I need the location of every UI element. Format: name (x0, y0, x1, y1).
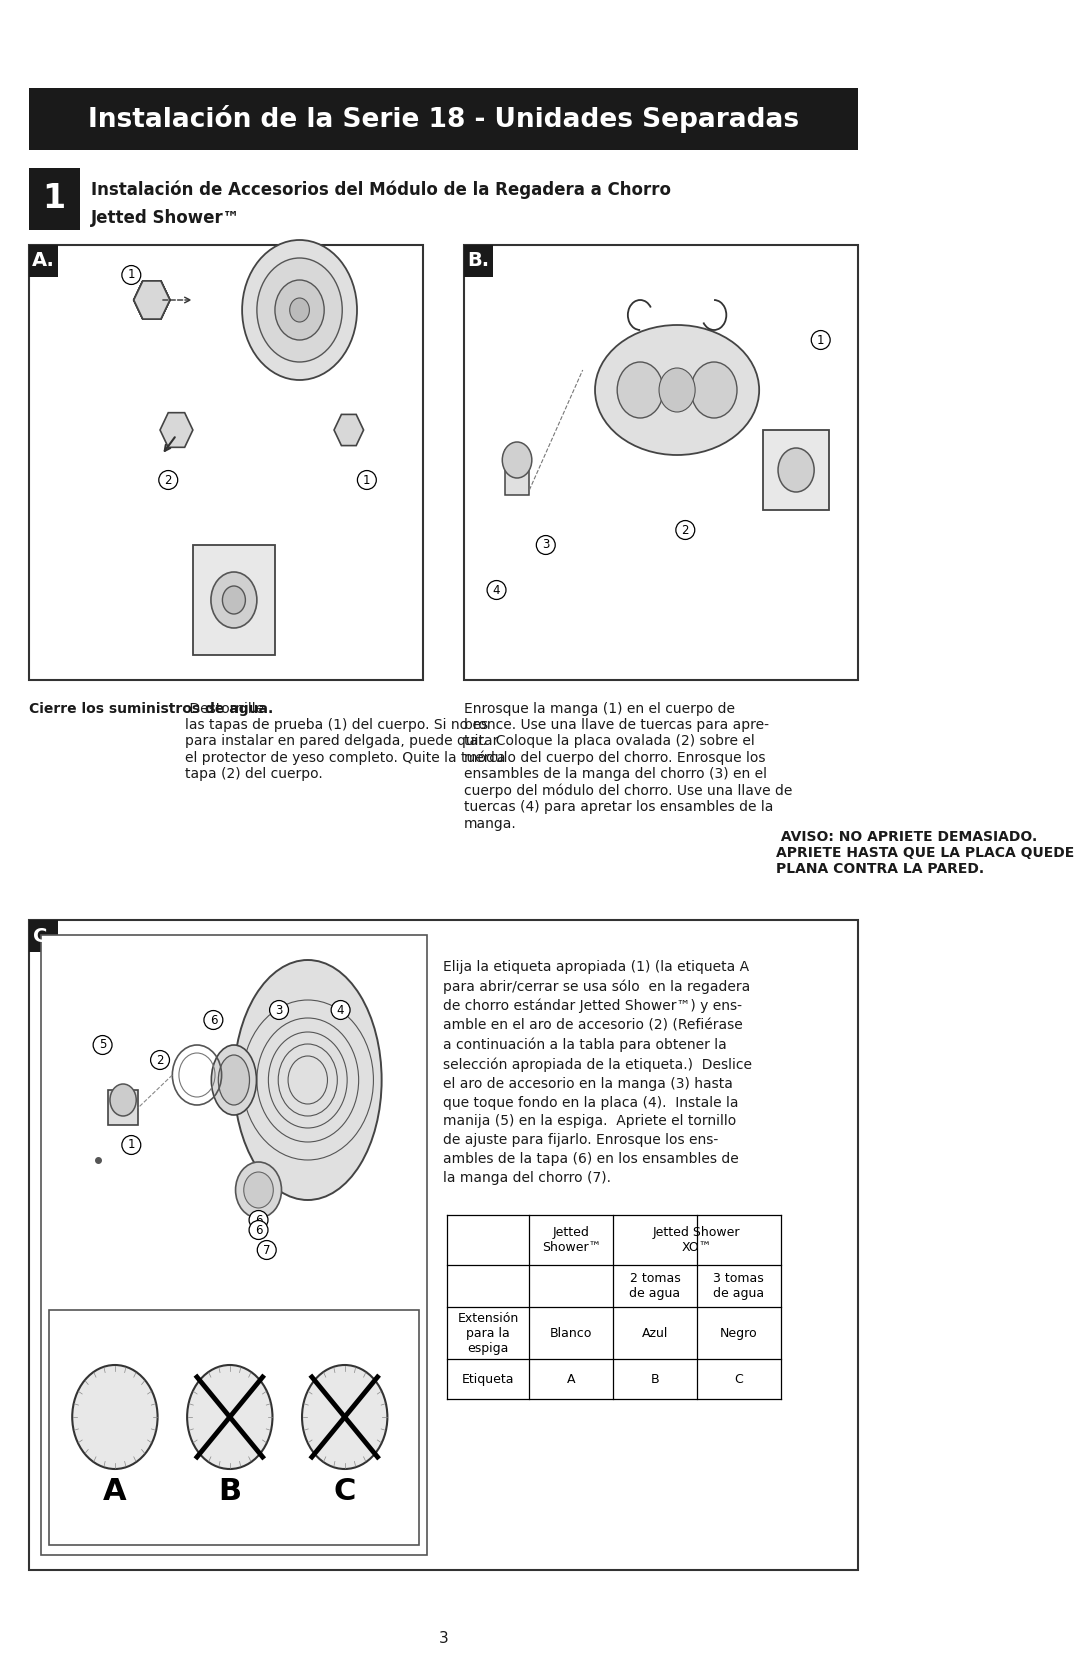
Bar (29, 88, 858, 150)
Text: 3: 3 (542, 539, 550, 551)
Text: 2: 2 (164, 474, 172, 486)
Bar (29, 245, 422, 679)
Text: Destornille
las tapas de prueba (1) del cuerpo. Si no es
para instalar en pared : Destornille las tapas de prueba (1) del … (185, 703, 505, 781)
Text: AVISO: NO APRIETE DEMASIADO.
APRIETE HASTA QUE LA PLACA QUEDE
PLANA CONTRA LA PA: AVISO: NO APRIETE DEMASIADO. APRIETE HAS… (775, 829, 1074, 876)
Text: 1: 1 (363, 474, 370, 486)
Text: Enrosque la manga (1) en el cuerpo de
bronce. Use una llave de tuercas para apre: Enrosque la manga (1) en el cuerpo de br… (463, 703, 792, 831)
Text: 5: 5 (99, 1038, 106, 1051)
Ellipse shape (595, 325, 759, 456)
Circle shape (222, 586, 245, 614)
Text: 3 tomas
de agua: 3 tomas de agua (713, 1272, 765, 1300)
Circle shape (659, 367, 696, 412)
Text: 1: 1 (42, 182, 66, 215)
Ellipse shape (234, 960, 381, 1200)
Text: Instalación de la Serie 18 - Unidades Separadas: Instalación de la Serie 18 - Unidades Se… (87, 105, 799, 134)
Text: Blanco: Blanco (550, 1327, 593, 1340)
Circle shape (110, 1083, 136, 1117)
Text: Elija la etiqueta apropiada (1) (la etiqueta A
para abrir/cerrar se usa sólo  en: Elija la etiqueta apropiada (1) (la etiq… (443, 960, 752, 1185)
Text: A.: A. (32, 252, 55, 270)
Circle shape (302, 1365, 388, 1469)
Bar (29, 920, 58, 951)
Bar (41, 935, 427, 1556)
Bar (764, 431, 829, 511)
Bar (50, 1310, 419, 1545)
Text: A: A (103, 1477, 126, 1505)
Bar (193, 546, 275, 654)
Circle shape (502, 442, 531, 477)
Text: 6: 6 (255, 1213, 262, 1227)
Circle shape (72, 1365, 158, 1469)
Circle shape (242, 240, 357, 381)
Text: Azul: Azul (642, 1327, 669, 1340)
Text: 6: 6 (255, 1223, 262, 1237)
Text: 2: 2 (681, 524, 689, 536)
Text: Extensión
para la
espiga: Extensión para la espiga (458, 1312, 519, 1355)
Bar (463, 245, 858, 679)
Bar (108, 1090, 138, 1125)
Text: Jetted Shower
XO™: Jetted Shower XO™ (653, 1227, 741, 1253)
Text: 3: 3 (438, 1631, 448, 1646)
Text: 7: 7 (264, 1243, 270, 1257)
Text: Cierre los suministros de agua.: Cierre los suministros de agua. (29, 703, 273, 716)
Text: Jetted Shower™: Jetted Shower™ (91, 209, 241, 227)
Text: 2: 2 (157, 1053, 164, 1066)
Text: 1: 1 (127, 1138, 135, 1152)
Text: B: B (218, 1477, 241, 1505)
Ellipse shape (212, 1045, 256, 1115)
Text: Jetted
Shower™: Jetted Shower™ (542, 1227, 600, 1253)
Circle shape (289, 299, 309, 322)
Text: 2 tomas
de agua: 2 tomas de agua (630, 1272, 680, 1300)
Circle shape (778, 447, 814, 492)
Text: 1: 1 (127, 269, 135, 282)
Circle shape (617, 362, 663, 417)
Text: 4: 4 (492, 584, 500, 596)
Text: Etiqueta: Etiqueta (462, 1372, 514, 1385)
Text: 1: 1 (816, 334, 824, 347)
Text: Negro: Negro (720, 1327, 757, 1340)
Text: 3: 3 (275, 1003, 283, 1016)
Circle shape (187, 1365, 272, 1469)
Bar (29, 245, 58, 277)
Text: C.: C. (32, 926, 54, 946)
Text: C: C (334, 1477, 356, 1505)
Text: Instalación de Accesorios del Módulo de la Regadera a Chorro: Instalación de Accesorios del Módulo de … (91, 180, 671, 199)
Text: A: A (567, 1372, 576, 1385)
Text: 4: 4 (337, 1003, 345, 1016)
Ellipse shape (218, 1055, 249, 1105)
Circle shape (691, 362, 737, 417)
Bar (29, 169, 80, 230)
Text: B: B (650, 1372, 659, 1385)
Circle shape (211, 572, 257, 628)
Bar (463, 245, 494, 277)
Circle shape (275, 280, 324, 340)
Text: 6: 6 (210, 1013, 217, 1026)
Circle shape (235, 1162, 282, 1218)
Bar (29, 920, 858, 1571)
Text: C: C (734, 1372, 743, 1385)
Text: B.: B. (468, 252, 489, 270)
Bar (504, 451, 529, 496)
Circle shape (257, 259, 342, 362)
Circle shape (244, 1172, 273, 1208)
